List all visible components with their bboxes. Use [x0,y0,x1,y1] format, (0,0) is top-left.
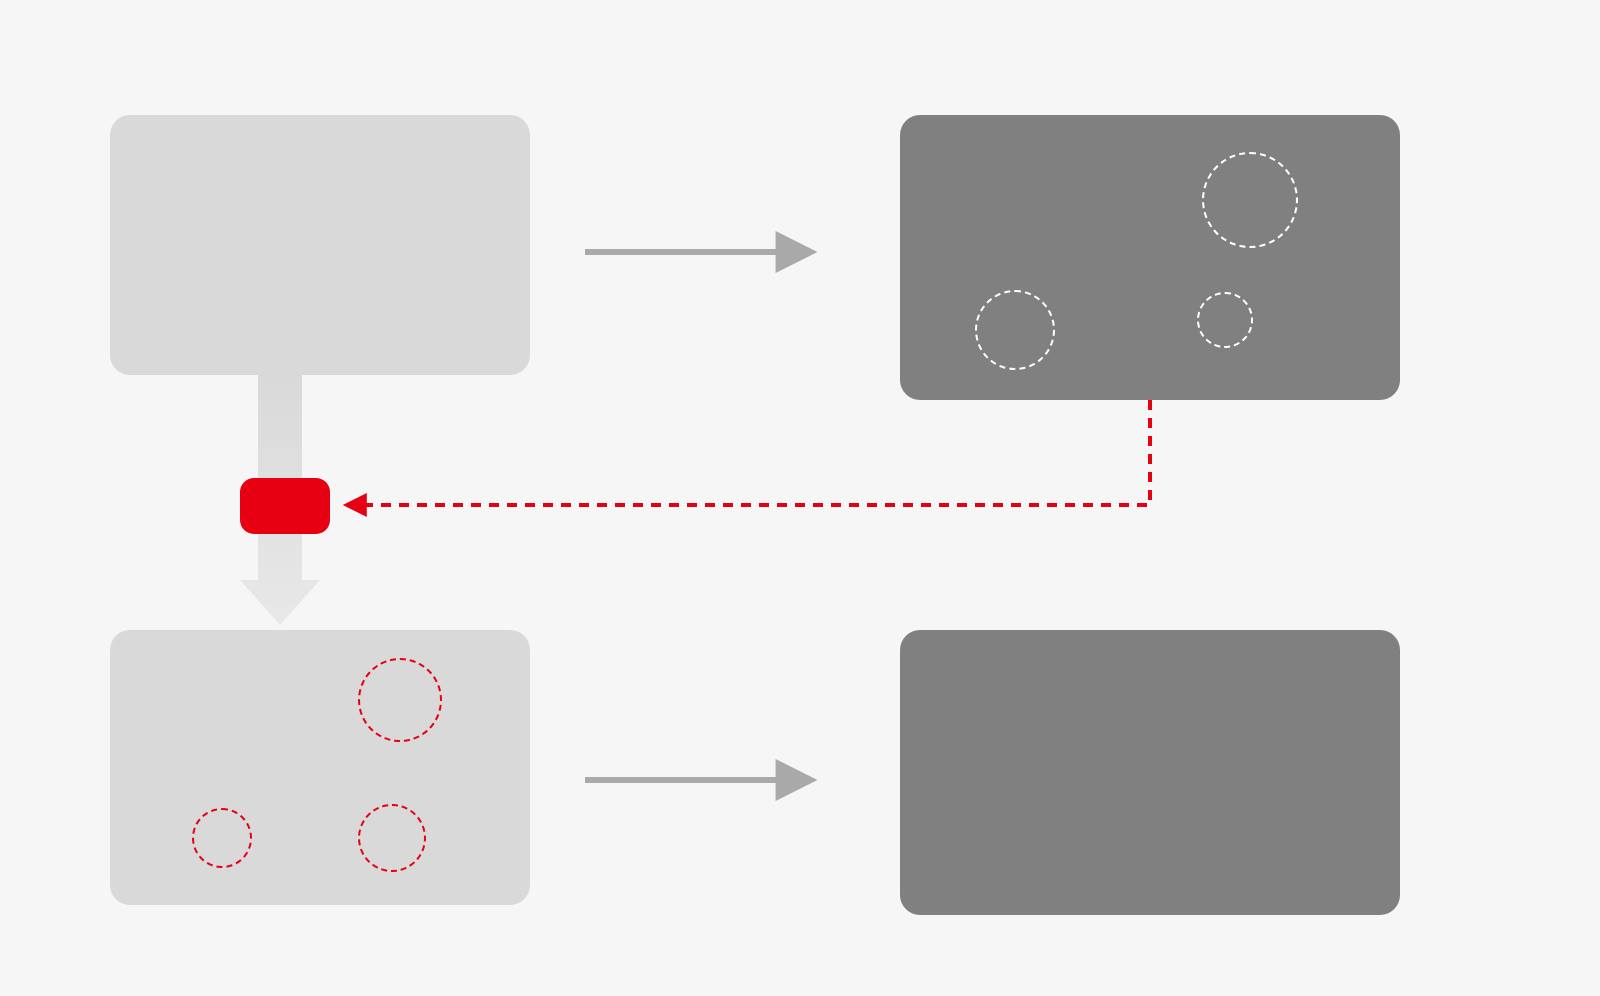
feedback-path [350,400,1150,505]
circle-thinning-mask [192,808,252,868]
panel-mask-bottom [110,630,530,905]
circle-resizing-mask [358,804,426,872]
panel-mask-top [110,115,530,375]
circle-thinning-result [1202,152,1298,248]
circle-thickening-mask [358,658,442,742]
circle-thickening-result [975,290,1055,370]
panel-result-top [900,115,1400,400]
circle-missing-result [1197,292,1253,348]
panel-result-bottom [900,630,1400,915]
opc-node [240,478,330,534]
